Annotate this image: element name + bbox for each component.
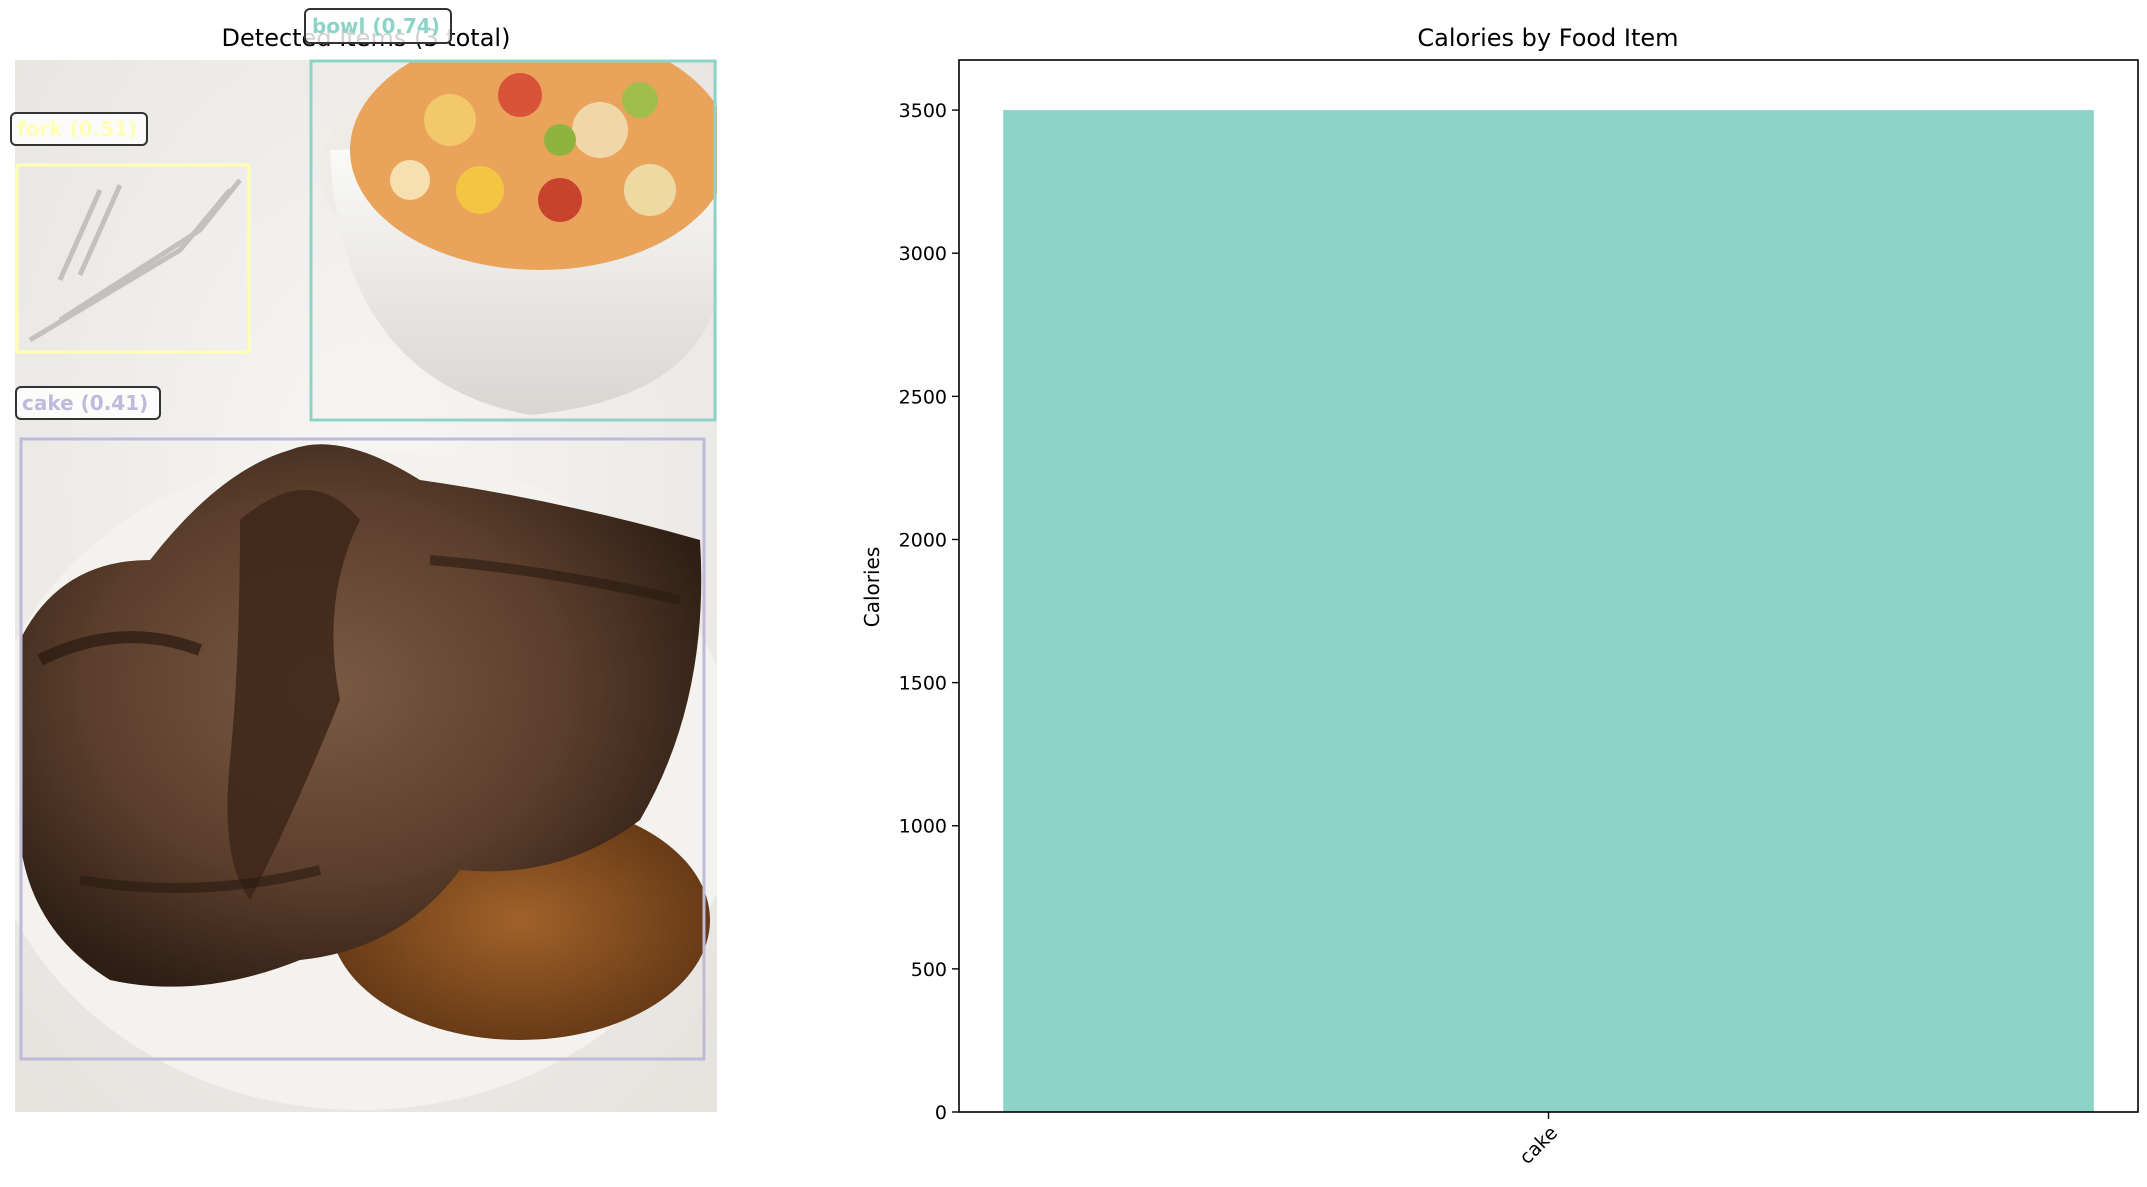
y-tick-label: 2500 bbox=[899, 386, 947, 408]
bowl-image bbox=[320, 60, 717, 415]
bowl-detection-box bbox=[309, 59, 717, 422]
calories-bar-chart: Calories by Food Item Calories 0 500 1000 1… bbox=[860, 24, 2139, 1169]
bar-cake bbox=[1003, 110, 2094, 1113]
cake-detection-box bbox=[19, 437, 706, 1061]
svg-text:cake (0.41): cake (0.41) bbox=[22, 391, 148, 415]
fork-image bbox=[28, 178, 242, 343]
food-photo bbox=[15, 60, 717, 1112]
y-axis-label: Calories bbox=[860, 547, 884, 628]
chart-title: Calories by Food Item bbox=[1417, 24, 1678, 52]
y-tick-label: 0 bbox=[935, 1102, 947, 1124]
y-tick-label: 1500 bbox=[899, 673, 947, 695]
fork-detection-label: fork (0.51) bbox=[10, 112, 148, 146]
svg-text:bowl (0.74): bowl (0.74) bbox=[312, 14, 440, 38]
plot-frame bbox=[958, 59, 2139, 1113]
steak-image bbox=[20, 444, 702, 987]
bowl-detection-label: bowl (0.74) bbox=[304, 8, 452, 44]
fork-detection-box bbox=[15, 163, 251, 354]
y-tick-label: 1000 bbox=[899, 816, 947, 838]
cake-detection-label: cake (0.41) bbox=[15, 386, 161, 420]
x-tick-label: cake bbox=[1515, 1122, 1562, 1169]
y-tick-label: 500 bbox=[911, 959, 947, 981]
svg-text:fork (0.51): fork (0.51) bbox=[17, 117, 137, 141]
y-tick-label: 2000 bbox=[899, 529, 947, 551]
y-tick-label: 3500 bbox=[899, 100, 947, 122]
y-tick-label: 3000 bbox=[899, 243, 947, 265]
